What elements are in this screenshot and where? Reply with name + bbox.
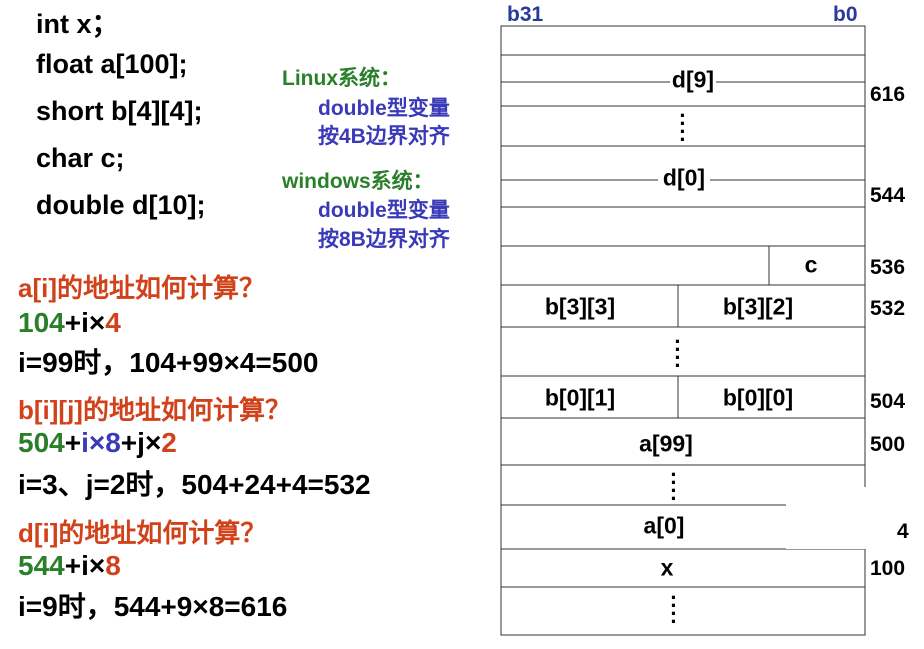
cell-b33: b[3][3] xyxy=(544,293,616,320)
question-a: a[i]的地址如何计算？ xyxy=(18,273,266,303)
code-line-float-a: float a[100]; xyxy=(36,49,188,79)
code-line-short-b: short b[4][4]; xyxy=(36,96,203,126)
cell-c: c xyxy=(804,251,818,278)
address-504: 504 xyxy=(870,390,906,413)
cell-d0: d[0] xyxy=(662,164,706,191)
formula-d: 544+i×8 xyxy=(18,550,121,581)
code-line-int-x: int x； xyxy=(36,9,119,39)
address-616: 616 xyxy=(870,83,906,106)
code-line-double-d: double d[10]; xyxy=(36,190,206,220)
vertical-ellipsis-icon: · · · · xyxy=(679,103,687,152)
question-d: d[i]的地址如何计算？ xyxy=(18,518,267,548)
code-line-char-c: char c; xyxy=(36,143,125,173)
windows-note-line1: double型变量 xyxy=(318,199,450,222)
cell-x: x xyxy=(660,554,674,581)
address-544: 544 xyxy=(870,184,906,207)
bit-label-high: b31 xyxy=(507,3,544,26)
formula-a: 104+i×4 xyxy=(18,307,121,338)
cell-b00: b[0][0] xyxy=(722,384,794,411)
example-b: i=3、j=2时，504+24+4=532 xyxy=(18,469,371,500)
linux-note-title: Linux系统： xyxy=(282,67,401,90)
linux-note-line2: 按4B边界对齐 xyxy=(318,125,450,148)
bit-label-low: b0 xyxy=(833,3,858,26)
cell-b32: b[3][2] xyxy=(722,293,794,320)
question-b: b[i][j]的地址如何计算？ xyxy=(18,395,291,425)
border-gap xyxy=(786,487,870,549)
address-532: 532 xyxy=(870,297,906,320)
example-a: i=99时，104+99×4=500 xyxy=(18,347,319,378)
example-d: i=9时，544+9×8=616 xyxy=(18,591,288,622)
linux-note-line1: double型变量 xyxy=(318,97,450,120)
address-4: 4 xyxy=(897,520,909,543)
cell-d9: d[9] xyxy=(671,66,715,93)
address-536: 536 xyxy=(870,256,906,279)
vertical-ellipsis-icon: · · · · xyxy=(674,329,682,378)
vertical-ellipsis-icon: · · · · xyxy=(670,462,678,511)
windows-note-title: windows系统： xyxy=(282,170,434,193)
cell-a99: a[99] xyxy=(639,430,693,457)
vertical-ellipsis-icon: · · · · xyxy=(670,585,678,634)
formula-b: 504+i×8+j×2 xyxy=(18,427,177,458)
cell-a0: a[0] xyxy=(643,512,685,539)
cell-b01: b[0][1] xyxy=(544,384,616,411)
memory-frame xyxy=(500,25,866,636)
windows-note-line2: 按8B边界对齐 xyxy=(318,228,450,251)
address-500: 500 xyxy=(870,433,906,456)
address-100: 100 xyxy=(870,557,906,580)
